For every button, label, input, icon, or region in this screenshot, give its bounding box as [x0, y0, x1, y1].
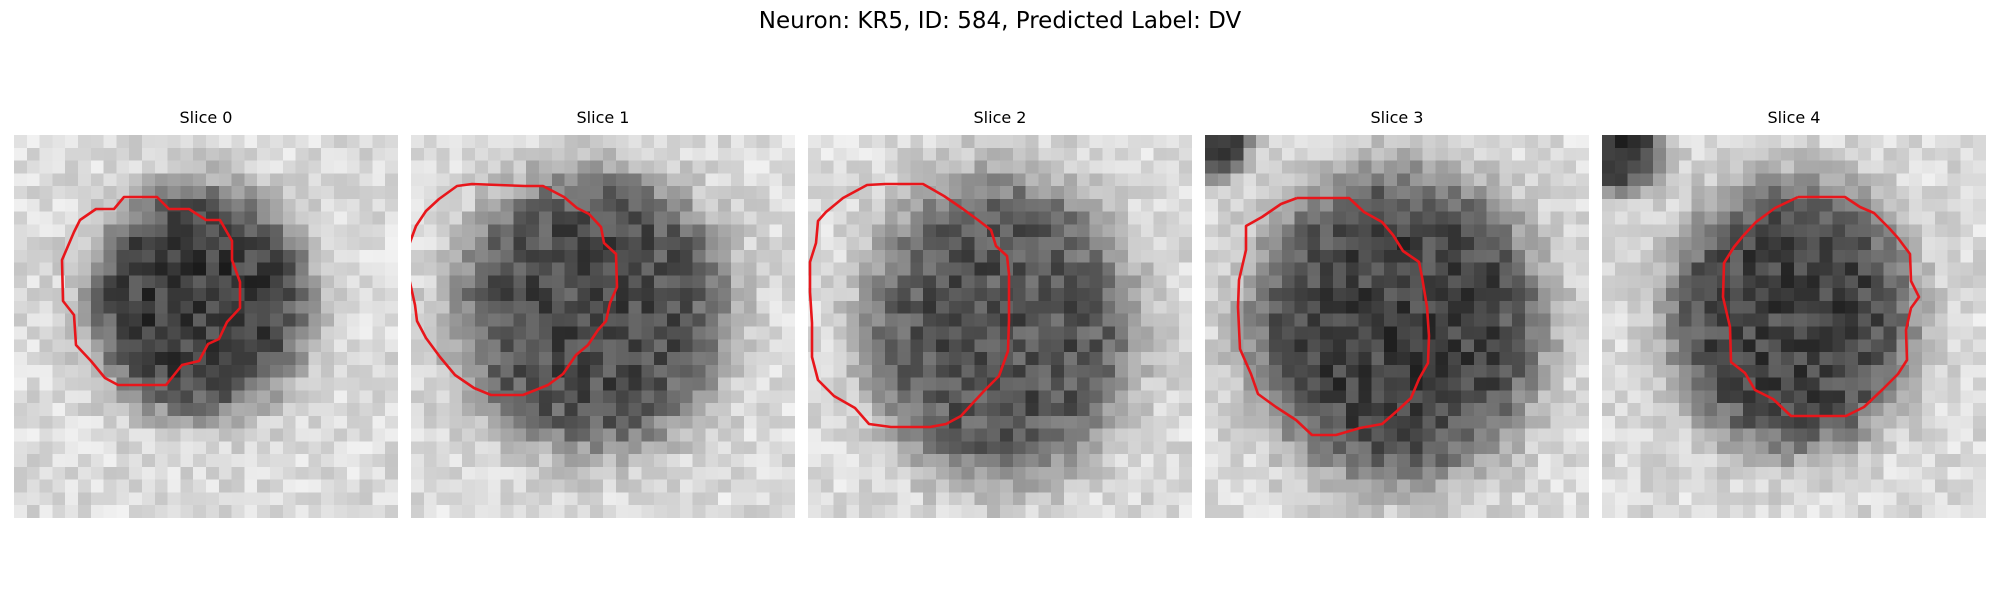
- segmentation-overlay-0: [60, 195, 242, 387]
- segmentation-overlay-2: [808, 182, 1011, 429]
- segmentation-overlay-3: [1236, 196, 1431, 437]
- grayscale-patch-0: [14, 135, 398, 518]
- roi-contour-0: [60, 195, 242, 387]
- grayscale-patch-2: [808, 135, 1192, 518]
- grayscale-patch-1: [411, 135, 795, 518]
- slice-title-1: Slice 1: [576, 108, 630, 127]
- segmentation-overlay-4: [1721, 195, 1921, 418]
- slice-panel-4: Slice 4: [1602, 108, 1986, 518]
- roi-contour-4: [1721, 195, 1921, 418]
- grayscale-patch-3: [1205, 135, 1589, 518]
- slice-panel-1: Slice 1: [411, 108, 795, 518]
- roi-contour-1: [411, 182, 619, 397]
- slice-title-4: Slice 4: [1767, 108, 1821, 127]
- slice-image-0: [14, 135, 398, 518]
- slice-panel-0: Slice 0: [14, 108, 398, 518]
- slice-panel-2: Slice 2: [808, 108, 1192, 518]
- slice-title-2: Slice 2: [973, 108, 1027, 127]
- slice-panel-3: Slice 3: [1205, 108, 1589, 518]
- roi-contour-2: [808, 182, 1011, 429]
- slice-image-2: [808, 135, 1192, 518]
- slice-title-0: Slice 0: [179, 108, 233, 127]
- roi-contour-3: [1236, 196, 1431, 437]
- slice-image-3: [1205, 135, 1589, 518]
- segmentation-overlay-1: [411, 182, 619, 397]
- slice-image-1: [411, 135, 795, 518]
- slice-image-4: [1602, 135, 1986, 518]
- figure-title: Neuron: KR5, ID: 584, Predicted Label: D…: [758, 8, 1242, 34]
- slice-title-3: Slice 3: [1370, 108, 1424, 127]
